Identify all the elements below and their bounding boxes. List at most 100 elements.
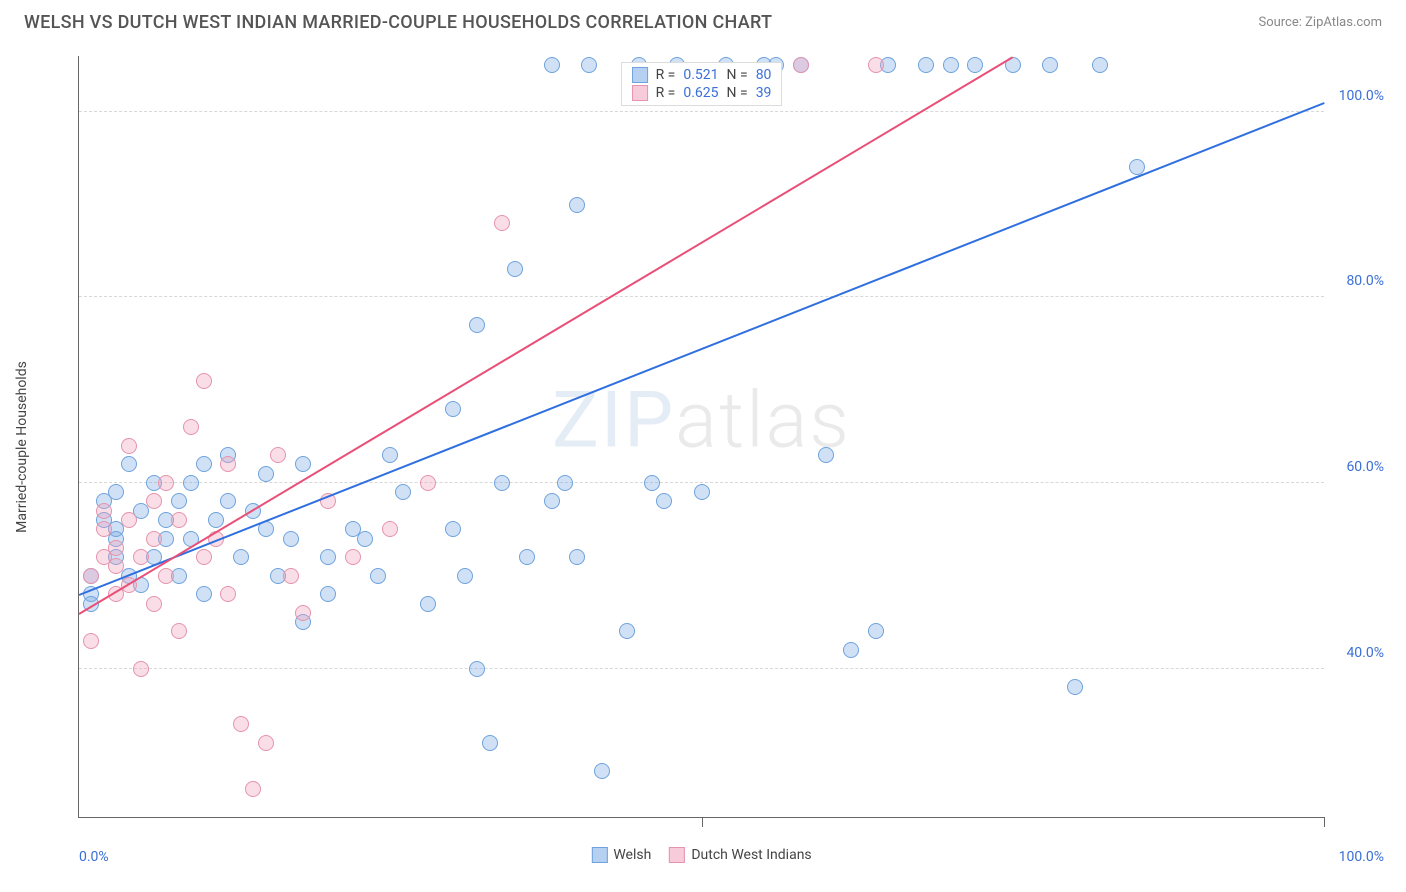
data-point-welsh xyxy=(544,57,560,73)
data-point-welsh xyxy=(656,493,672,509)
data-point-welsh xyxy=(1067,679,1083,695)
data-point-welsh xyxy=(1042,57,1058,73)
data-point-welsh xyxy=(818,447,834,463)
gridline xyxy=(79,296,1324,297)
trendline-dutch xyxy=(78,56,1013,615)
r-label-2: R = xyxy=(656,85,676,101)
r-welsh: 0.521 xyxy=(683,67,718,83)
data-point-dutch xyxy=(171,512,187,528)
data-point-welsh xyxy=(469,317,485,333)
data-point-dutch xyxy=(420,475,436,491)
legend-swatch-welsh xyxy=(591,847,607,863)
data-point-welsh xyxy=(171,493,187,509)
data-point-welsh xyxy=(494,475,510,491)
n-label: N = xyxy=(727,67,748,83)
data-point-welsh xyxy=(644,475,660,491)
data-point-dutch xyxy=(121,438,137,454)
x-tick xyxy=(702,817,703,827)
legend-item-welsh: Welsh xyxy=(591,847,651,863)
data-point-dutch xyxy=(108,558,124,574)
data-point-dutch xyxy=(146,531,162,547)
data-point-welsh xyxy=(457,568,473,584)
data-point-dutch xyxy=(146,493,162,509)
data-point-welsh xyxy=(382,447,398,463)
data-point-welsh xyxy=(295,456,311,472)
x-axis-label-max: 100.0% xyxy=(1339,849,1384,865)
legend-swatch-dutch xyxy=(669,847,685,863)
data-point-welsh xyxy=(918,57,934,73)
data-point-welsh xyxy=(445,521,461,537)
data-point-dutch xyxy=(171,623,187,639)
gridline xyxy=(79,482,1324,483)
data-point-welsh xyxy=(283,531,299,547)
data-point-welsh xyxy=(1092,57,1108,73)
x-tick xyxy=(1324,817,1325,827)
data-point-dutch xyxy=(133,661,149,677)
data-point-dutch xyxy=(196,373,212,389)
legend-stats: R = 0.521 N = 80 R = 0.625 N = 39 xyxy=(621,62,783,106)
data-point-welsh xyxy=(581,57,597,73)
watermark-zip: ZIP xyxy=(552,376,675,467)
data-point-welsh xyxy=(943,57,959,73)
data-point-dutch xyxy=(270,447,286,463)
data-point-welsh xyxy=(233,549,249,565)
data-point-welsh xyxy=(843,642,859,658)
data-point-welsh xyxy=(569,197,585,213)
x-axis-label-min: 0.0% xyxy=(79,849,109,865)
data-point-welsh xyxy=(121,456,137,472)
data-point-dutch xyxy=(283,568,299,584)
n-label-2: N = xyxy=(727,85,748,101)
legend-item-dutch: Dutch West Indians xyxy=(669,847,811,863)
data-point-welsh xyxy=(544,493,560,509)
data-point-dutch xyxy=(133,549,149,565)
data-point-dutch xyxy=(793,57,809,73)
data-point-welsh xyxy=(569,549,585,565)
gridline xyxy=(79,111,1324,112)
n-dutch: 39 xyxy=(756,85,772,101)
data-point-dutch xyxy=(146,596,162,612)
data-point-dutch xyxy=(96,521,112,537)
data-point-welsh xyxy=(694,484,710,500)
data-point-welsh xyxy=(208,512,224,528)
data-point-welsh xyxy=(469,661,485,677)
data-point-dutch xyxy=(245,781,261,797)
data-point-dutch xyxy=(121,512,137,528)
legend-series: Welsh Dutch West Indians xyxy=(591,847,811,863)
data-point-welsh xyxy=(507,261,523,277)
data-point-welsh xyxy=(868,623,884,639)
data-point-welsh xyxy=(619,623,635,639)
trendline-welsh xyxy=(79,102,1325,596)
plot-area: ZIPatlas R = 0.521 N = 80 R = 0.625 N = … xyxy=(78,56,1324,818)
data-point-dutch xyxy=(220,586,236,602)
data-point-welsh xyxy=(482,735,498,751)
data-point-dutch xyxy=(295,605,311,621)
data-point-welsh xyxy=(420,596,436,612)
chart-title: WELSH VS DUTCH WEST INDIAN MARRIED-COUPL… xyxy=(24,12,772,33)
r-label: R = xyxy=(656,67,676,83)
data-point-dutch xyxy=(258,735,274,751)
y-tick-label: 80.0% xyxy=(1328,273,1384,289)
data-point-dutch xyxy=(233,716,249,732)
data-point-welsh xyxy=(220,493,236,509)
data-point-dutch xyxy=(158,568,174,584)
legend-label-welsh: Welsh xyxy=(613,847,651,863)
data-point-dutch xyxy=(83,633,99,649)
y-tick-label: 40.0% xyxy=(1328,645,1384,661)
data-point-dutch xyxy=(158,475,174,491)
data-point-welsh xyxy=(320,549,336,565)
data-point-welsh xyxy=(196,586,212,602)
data-point-dutch xyxy=(196,549,212,565)
data-point-dutch xyxy=(345,549,361,565)
data-point-dutch xyxy=(183,419,199,435)
data-point-welsh xyxy=(108,484,124,500)
data-point-welsh xyxy=(320,586,336,602)
data-point-dutch xyxy=(868,57,884,73)
legend-label-dutch: Dutch West Indians xyxy=(691,847,811,863)
data-point-dutch xyxy=(108,540,124,556)
y-tick-label: 60.0% xyxy=(1328,459,1384,475)
data-point-welsh xyxy=(594,763,610,779)
chart-container: Married-couple Households ZIPatlas R = 0… xyxy=(24,48,1390,846)
data-point-welsh xyxy=(395,484,411,500)
n-welsh: 80 xyxy=(756,67,772,83)
data-point-welsh xyxy=(196,456,212,472)
